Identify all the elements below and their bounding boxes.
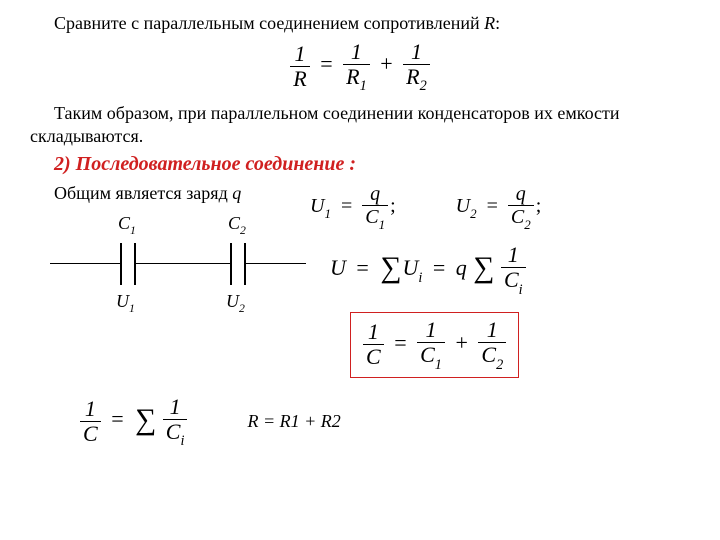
wire bbox=[50, 263, 120, 265]
frac-1-C1: 1 C1 bbox=[417, 319, 445, 371]
num: 1 bbox=[343, 41, 370, 64]
U: U bbox=[116, 291, 129, 311]
sub: 1 bbox=[435, 357, 442, 373]
num: 1 bbox=[403, 41, 430, 64]
C: C bbox=[166, 419, 181, 444]
equation-sum-U: U = ∑Ui = q ∑ 1 Ci bbox=[330, 244, 690, 296]
den: R1 bbox=[343, 64, 370, 93]
den: Ci bbox=[501, 267, 526, 296]
label-C2: C2 bbox=[228, 213, 246, 237]
U: U bbox=[330, 255, 346, 280]
frac-1-Ci: 1 Ci bbox=[163, 396, 188, 448]
cap-plate bbox=[230, 243, 232, 285]
label-U1: U1 bbox=[116, 291, 135, 315]
den: R bbox=[290, 66, 309, 90]
p1-text: Сравните с параллельным соединением сопр… bbox=[54, 13, 484, 33]
num: 1 bbox=[290, 43, 309, 66]
p2-text: Таким образом, при параллельном соединен… bbox=[30, 103, 620, 146]
paragraph-conclusion: Таким образом, при параллельном соединен… bbox=[30, 102, 690, 147]
den: C1 bbox=[362, 205, 388, 230]
sub: 1 bbox=[324, 206, 331, 221]
frac-1-C: 1 C bbox=[80, 398, 101, 445]
den: C2 bbox=[508, 205, 534, 230]
C: C bbox=[420, 342, 435, 367]
num: q bbox=[508, 184, 534, 205]
num: 1 bbox=[478, 319, 506, 342]
frac-1-C2: 1 C2 bbox=[478, 319, 506, 371]
num: 1 bbox=[163, 396, 188, 419]
num: 1 bbox=[501, 244, 526, 267]
p1-R: R bbox=[484, 13, 495, 33]
R: R bbox=[406, 64, 419, 89]
paragraph-compare: Сравните с параллельным соединением сопр… bbox=[30, 12, 690, 35]
Ui: U bbox=[402, 255, 418, 280]
frac-1-R1: 1 R1 bbox=[343, 41, 370, 93]
sub: 1 bbox=[360, 78, 367, 94]
sub: 2 bbox=[470, 206, 477, 221]
C: C bbox=[365, 206, 378, 228]
U: U bbox=[226, 291, 239, 311]
cap-plate bbox=[244, 243, 246, 285]
sub: 2 bbox=[420, 78, 427, 94]
U: U bbox=[456, 195, 470, 217]
p3-text: Общим является заряд bbox=[54, 183, 232, 203]
sub: i bbox=[418, 270, 422, 286]
sub: i bbox=[519, 282, 523, 298]
r-series-text: R = R1 + R2 bbox=[247, 411, 340, 431]
num: 1 bbox=[80, 398, 101, 421]
C: C bbox=[481, 342, 496, 367]
frac-1-Ci: 1 Ci bbox=[501, 244, 526, 296]
q: q bbox=[456, 255, 467, 280]
sub: 1 bbox=[379, 217, 386, 232]
heading-series: 2) Последовательное соединение : bbox=[54, 153, 690, 176]
wire bbox=[136, 263, 230, 265]
num: 1 bbox=[417, 319, 445, 342]
frac-1-R: 1 R bbox=[290, 43, 309, 90]
num: 1 bbox=[363, 321, 384, 344]
C: C bbox=[504, 267, 519, 292]
paragraph-charge: Общим является заряд q bbox=[30, 182, 310, 205]
sub: 2 bbox=[524, 217, 531, 232]
equation-U1-U2: U1 = q C1 ; U2 = q C2 ; bbox=[310, 184, 690, 230]
den: C bbox=[363, 344, 384, 368]
frac-1-C: 1 C bbox=[363, 321, 384, 368]
C: C bbox=[228, 213, 240, 233]
sub: 1 bbox=[129, 302, 135, 315]
equation-parallel-R: 1 R = 1 R1 + 1 R2 bbox=[30, 41, 690, 93]
sub: 2 bbox=[239, 302, 245, 315]
R: R bbox=[346, 64, 359, 89]
frac-q-C2: q C2 bbox=[508, 184, 534, 230]
sub: 2 bbox=[496, 357, 503, 373]
den: C bbox=[80, 421, 101, 445]
p3-q: q bbox=[232, 183, 241, 203]
p1-colon: : bbox=[495, 13, 500, 33]
label-C1: C1 bbox=[118, 213, 136, 237]
frac-q-C1: q C1 bbox=[362, 184, 388, 230]
den: C2 bbox=[478, 342, 506, 371]
equation-boxed-1C: 1 C = 1 C1 + 1 C2 bbox=[350, 312, 690, 378]
circuit-series-capacitors: C1 C2 U1 U2 bbox=[50, 213, 310, 333]
den: C1 bbox=[417, 342, 445, 371]
sub: 2 bbox=[240, 224, 246, 237]
sub: 1 bbox=[130, 224, 136, 237]
C: C bbox=[118, 213, 130, 233]
label-U2: U2 bbox=[226, 291, 245, 315]
frac-1-R2: 1 R2 bbox=[403, 41, 430, 93]
sub: i bbox=[180, 433, 184, 449]
C: C bbox=[511, 206, 524, 228]
cap-plate bbox=[120, 243, 122, 285]
num: q bbox=[362, 184, 388, 205]
den: R2 bbox=[403, 64, 430, 93]
cap-plate bbox=[134, 243, 136, 285]
wire bbox=[246, 263, 306, 265]
U: U bbox=[310, 195, 324, 217]
equation-R-series: R = R1 + R2 bbox=[247, 411, 340, 432]
den: Ci bbox=[163, 419, 188, 448]
equation-sum-1C: 1 C = ∑ 1 Ci bbox=[80, 396, 187, 448]
